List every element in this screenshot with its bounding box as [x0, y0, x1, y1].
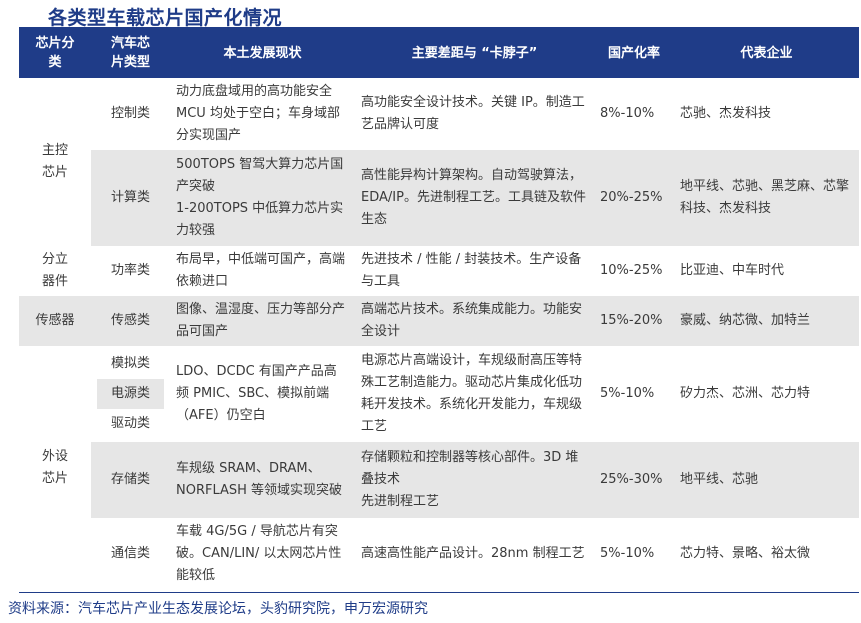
type-analog-power-driver: 模拟类 电源类 驱动类 [91, 346, 170, 442]
group-discrete: 分立器件 [41, 252, 68, 289]
rate-cell: 5%-10% [600, 546, 655, 561]
group-sensor: 传感器 [19, 296, 91, 346]
header-local-status: 本土发展现状 [170, 28, 355, 78]
header-row: 芯片分类 汽车芯片类型 本土发展现状 主要差距与 “卡脖子” 国产化率 代表企业 [19, 28, 859, 78]
table-row: 通信类 车载 4G/5G / 导航芯片有突破。CAN/LIN/ 以太网芯片性能较… [19, 518, 859, 590]
companies-cell: 地平线、芯驰 [674, 442, 859, 518]
table-row: 外设芯片 模拟类 电源类 驱动类 LDO、DCDC 有国产产品高频 PMIC、S… [19, 346, 859, 486]
header-chip-type: 汽车芯片类型 [91, 28, 170, 78]
type-compute: 计算类 [91, 150, 170, 246]
type-power: 功率类 [110, 263, 150, 278]
companies-cell: 比亚迪、中车时代 [680, 263, 785, 278]
status-cell: 车载 4G/5G / 导航芯片有突破。CAN/LIN/ 以太网芯片性能较低 [176, 524, 342, 583]
type-analog: 模拟类 [110, 356, 150, 371]
header-representative-companies: 代表企业 [674, 28, 859, 78]
table-row: 传感器 传感类 图像、温湿度、压力等部分产品可国产 高端芯片技术。系统集成能力。… [19, 296, 859, 346]
type-power-supply: 电源类 [97, 379, 164, 409]
status-cell: 布局早，中低端可国产，高端依赖进口 [176, 252, 346, 289]
gap-cell: 存储颗粒和控制器等核心部件。3D 堆叠技术 先进制程工艺 [355, 442, 594, 518]
table-bottom-rule [19, 592, 859, 593]
gap-cell: 高速高性能产品设计。28nm 制程工艺 [361, 546, 585, 561]
rate-cell: 8%-10% [600, 106, 655, 121]
status-cell: 500TOPS 智驾大算力芯片国产突破 1-200TOPS 中低算力芯片实力较强 [170, 150, 355, 246]
rate-cell: 5%-10% [600, 386, 655, 401]
rate-cell: 10%-25% [600, 263, 663, 278]
companies-cell: 矽力杰、芯洲、芯力特 [680, 386, 811, 401]
type-storage: 存储类 [91, 442, 170, 518]
companies-cell: 地平线、芯驰、黑芝麻、芯擎科技、杰发科技 [674, 150, 859, 246]
status-cell: 图像、温湿度、压力等部分产品可国产 [170, 296, 355, 346]
gap-cell: 高性能异构计算架构。自动驾驶算法，EDA/IP。先进制程工艺。工具链及软件生态 [355, 150, 594, 246]
status-cell: 车规级 SRAM、DRAM、NORFLASH 等领域实现突破 [170, 442, 355, 518]
type-communication: 通信类 [110, 546, 150, 561]
chip-localization-table: 芯片分类 汽车芯片类型 本土发展现状 主要差距与 “卡脖子” 国产化率 代表企业… [19, 28, 859, 590]
header-localization-rate: 国产化率 [594, 28, 674, 78]
group-main-control: 主控芯片 [41, 143, 68, 180]
header-main-gap: 主要差距与 “卡脖子” [355, 28, 594, 78]
table-row: 主控芯片 控制类 动力底盘域用的高功能安全 MCU 均处于空白；车身域部分实现国… [19, 78, 859, 180]
gap-cell: 高端芯片技术。系统集成能力。功能安全设计 [355, 296, 594, 346]
table-row: 分立器件 功率类 布局早，中低端可国产，高端依赖进口 先进技术 / 性能 / 封… [19, 246, 859, 296]
companies-cell: 芯驰、杰发科技 [680, 106, 772, 121]
rate-cell: 20%-25% [594, 150, 674, 246]
companies-cell: 芯力特、景略、裕太微 [680, 546, 811, 561]
type-driver: 驱动类 [110, 416, 150, 431]
table-row: 计算类 500TOPS 智驾大算力芯片国产突破 1-200TOPS 中低算力芯片… [19, 150, 859, 246]
page-title: 各类型车载芯片国产化情况 [48, 7, 283, 29]
type-sensing: 传感类 [91, 296, 170, 346]
companies-cell: 豪威、纳芯微、加特兰 [674, 296, 859, 346]
rate-cell: 15%-20% [594, 296, 674, 346]
status-cell: LDO、DCDC 有国产产品高频 PMIC、SBC、模拟前端（AFE）仍空白 [176, 364, 337, 423]
gap-cell: 电源芯片高端设计，车规级耐高压等特殊工艺制造能力。驱动芯片集成化低功耗开发技术。… [361, 353, 583, 434]
gap-cell: 先进技术 / 性能 / 封装技术。生产设备与工具 [361, 252, 582, 289]
type-control: 控制类 [110, 106, 150, 121]
source-note: 资料来源：汽车芯片产业生态发展论坛，头豹研究院，申万宏源研究 [8, 601, 428, 617]
group-peripheral: 外设芯片 [41, 449, 68, 486]
table-top-rule [19, 27, 859, 28]
rate-cell: 25%-30% [594, 442, 674, 518]
status-cell: 动力底盘域用的高功能安全 MCU 均处于空白；车身域部分实现国产 [176, 84, 340, 143]
gap-cell: 高功能安全设计技术。关键 IP。制造工艺品牌认可度 [361, 95, 585, 132]
table-row: 存储类 车规级 SRAM、DRAM、NORFLASH 等领域实现突破 存储颗粒和… [19, 442, 859, 518]
header-chip-category: 芯片分类 [19, 28, 91, 78]
